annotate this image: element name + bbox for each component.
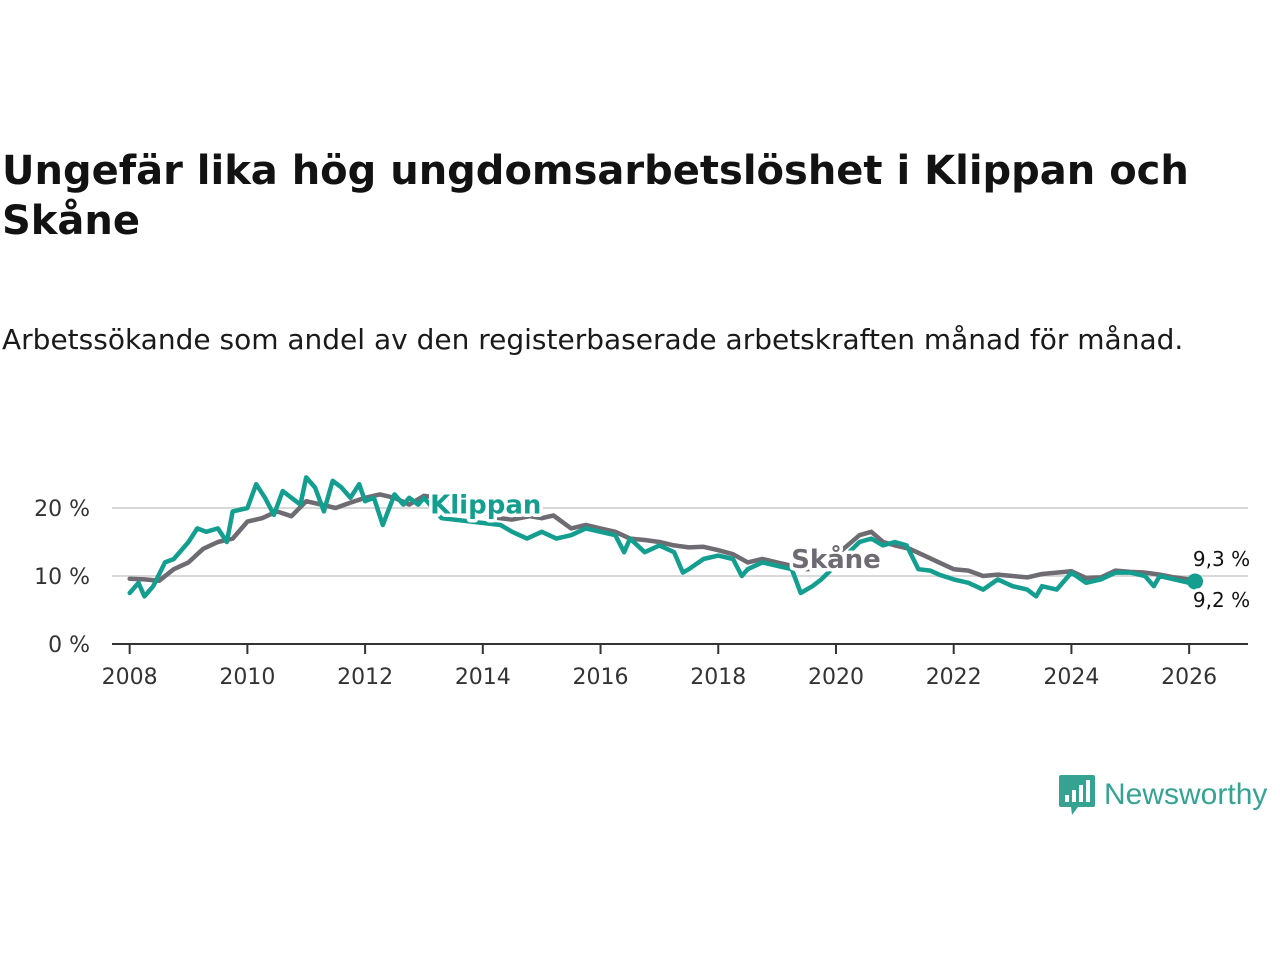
series-label-skane: Skåne [791,543,881,575]
x-tick-label: 2022 [926,665,982,690]
newsworthy-logo: Newsworthy [1058,773,1267,817]
x-tick-label: 2016 [573,665,629,690]
line-chart: 0 % 10 % 20 % 2008 2010 2012 2014 2016 2018 2020 2… [34,475,1254,690]
chart-subtitle: Arbetssökande som andel av den registerb… [2,323,1184,356]
x-tick-label: 2010 [219,665,275,690]
x-tick-label: 2018 [690,665,746,690]
series-label-klippan-halo: Klippan [430,491,541,521]
x-tick-label: 2014 [455,665,511,690]
series-label-skane-halo: Skåne [791,543,881,575]
y-tick-label: 0 % [48,633,90,658]
x-tick-label: 2008 [102,665,158,690]
series-label-klippan: Klippan [430,491,541,521]
axes: 0 % 10 % 20 % 2008 2010 2012 2014 2016 2018 2020 2… [34,497,1248,690]
x-tick-label: 2012 [337,665,393,690]
x-tick-label: 2020 [808,665,864,690]
end-value-label-klippan: 9,2 % [1193,588,1250,612]
y-tick-label: 10 % [34,565,90,590]
chart-title: Ungefär lika hög ungdomsarbetslöshet i K… [2,148,1189,244]
end-value-label-klippan-halo: 9,2 % [1193,588,1250,612]
x-tick-label: 2026 [1161,665,1217,690]
series-line-klippan [127,475,1198,599]
series-end-marker-klippan [1187,573,1204,590]
newsworthy-logo-icon [1059,775,1095,815]
newsworthy-logo-text: Newsworthy [1104,778,1268,811]
end-value-label-skane: 9,3 % [1193,547,1250,571]
series-lines [127,475,1204,599]
end-value-label-skane-halo: 9,3 % [1193,547,1250,571]
y-tick-label: 20 % [34,497,90,522]
x-tick-label: 2024 [1043,665,1099,690]
